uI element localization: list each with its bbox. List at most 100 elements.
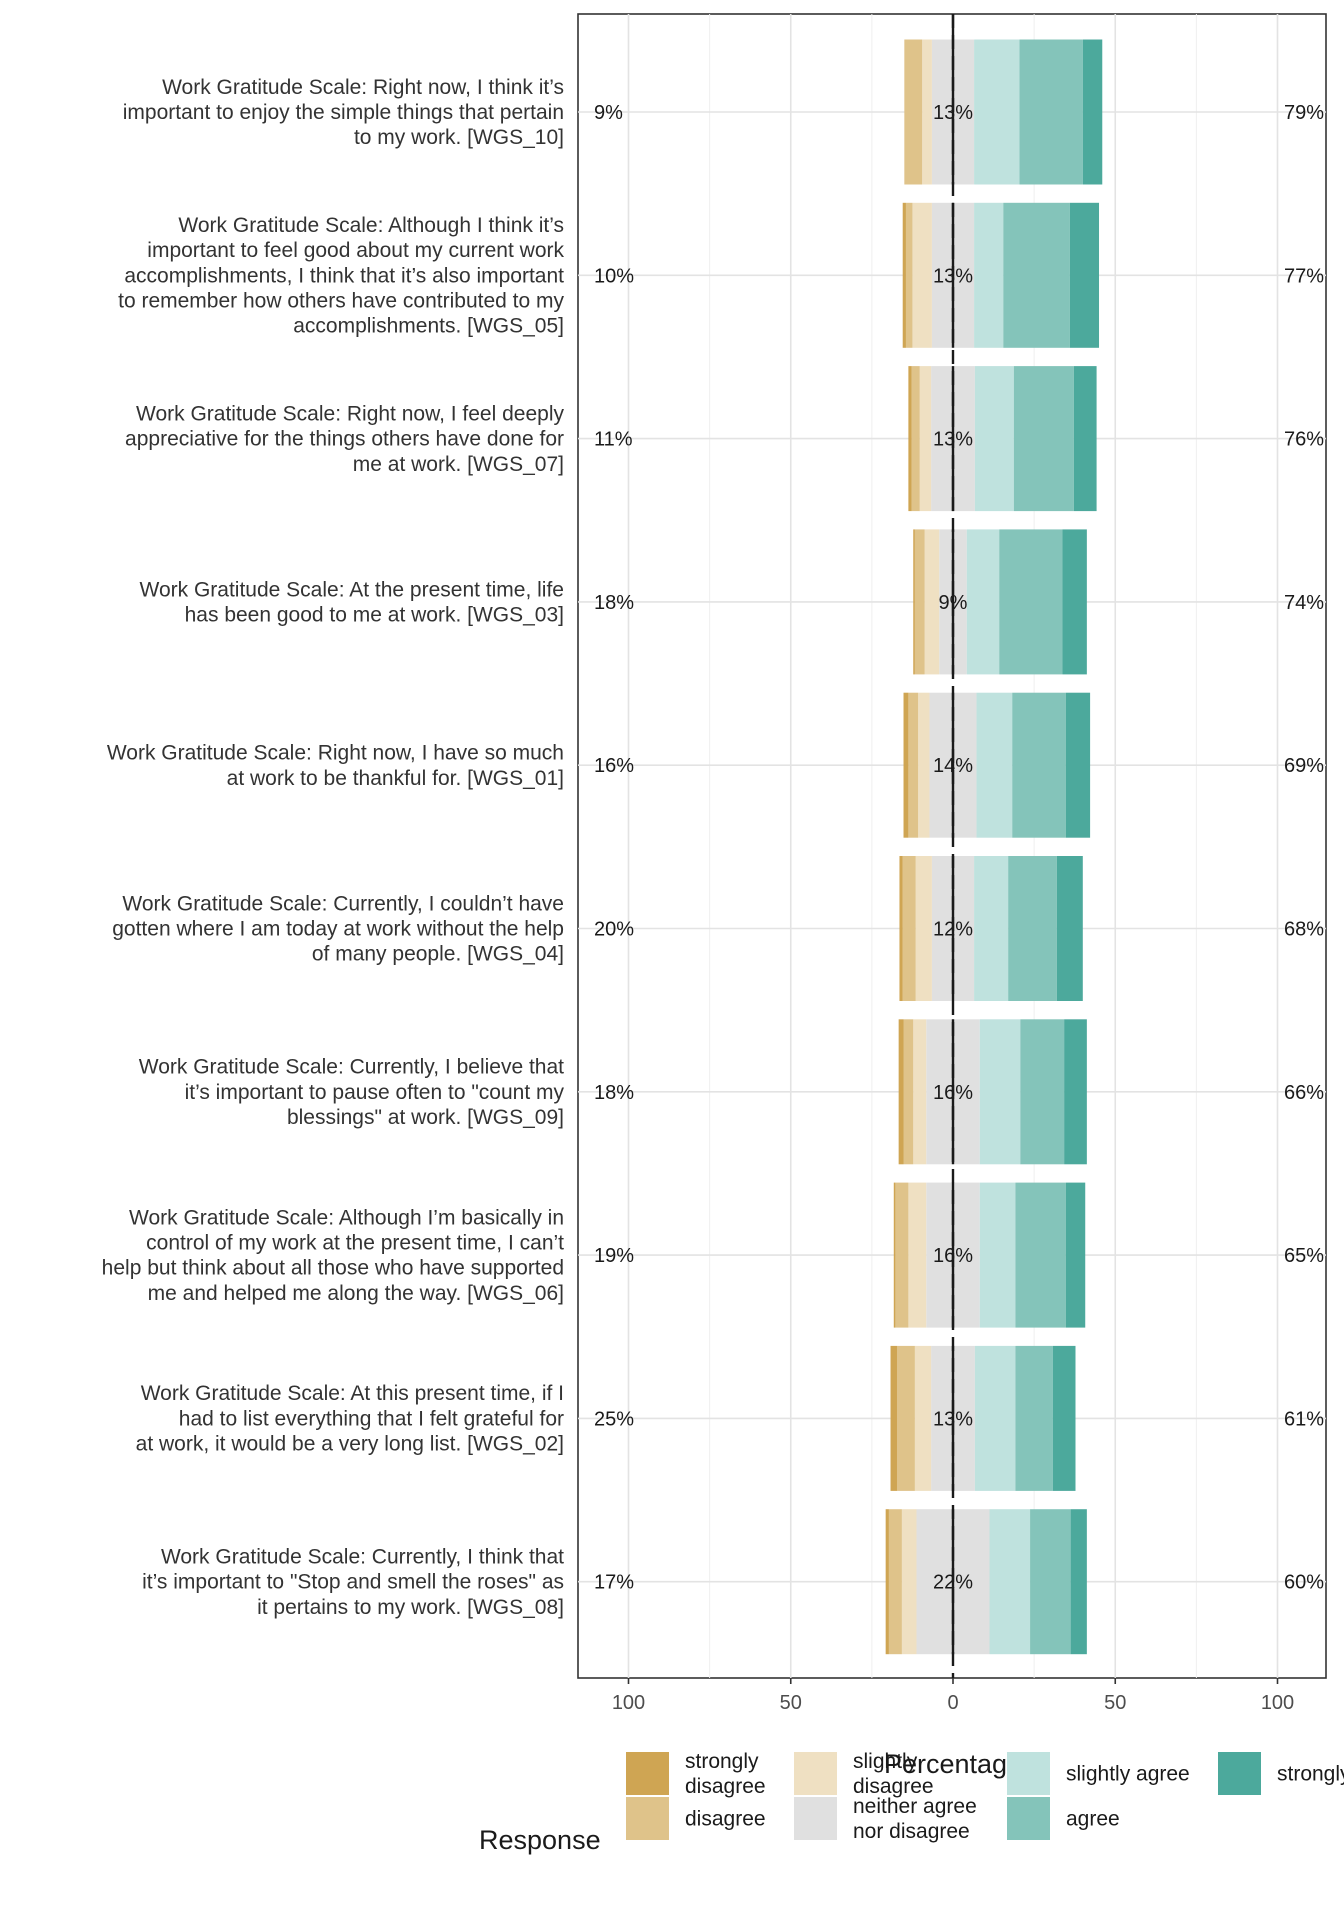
bar-segment-strongly-agree — [1065, 692, 1091, 838]
legend-label: strongly agree — [1277, 1763, 1344, 1786]
bar-segment-strongly-disagree — [908, 366, 912, 512]
bar-segment-slightly-agree — [966, 529, 1000, 675]
bar-segment-slightly-agree — [974, 39, 1020, 185]
legend-label: slightly agree — [1066, 1763, 1190, 1786]
item-labels: Work Gratitude Scale: Right now, I think… — [102, 76, 565, 1619]
bar-segment-strongly-agree — [1082, 39, 1103, 185]
legend-label: slightly disagree — [853, 1750, 934, 1798]
right-percent-label: 60% — [1284, 1572, 1324, 1594]
bar-segment-slightly-disagree — [914, 1345, 932, 1491]
bar-segment-agree — [1013, 366, 1074, 512]
right-percent-label: 69% — [1284, 755, 1324, 777]
bar-segment-slightly-disagree — [915, 856, 932, 1001]
left-percent-label: 25% — [594, 1408, 634, 1430]
x-axis-ticks: 100 50 0 50 100 — [612, 1678, 1294, 1714]
bar-segment-disagree — [911, 366, 920, 512]
bar-segment-strongly-agree — [1052, 1345, 1076, 1491]
legend-key-strongly-agree — [1218, 1752, 1261, 1795]
bar-segment-agree — [1019, 39, 1083, 185]
center-percent-label: 16% — [933, 1245, 973, 1267]
bar-segment-strongly-disagree — [899, 856, 903, 1001]
bar-segment-strongly-disagree — [893, 1182, 896, 1328]
bar-segment-disagree — [895, 1182, 909, 1328]
left-percent-label: 18% — [594, 1082, 634, 1104]
right-percent-label: 61% — [1284, 1408, 1324, 1430]
item-label: Work Gratitude Scale: Although I think i… — [118, 214, 564, 338]
bar-segment-strongly-agree — [1065, 1182, 1086, 1328]
bar-segment-slightly-agree — [976, 692, 1013, 838]
bar-segment-disagree — [905, 202, 913, 348]
legend-label: disagree — [685, 1808, 766, 1831]
bar-segment-slightly-disagree — [919, 366, 932, 512]
bar-segment-slightly-agree — [974, 202, 1004, 348]
center-percent-label: 16% — [933, 1082, 973, 1104]
left-percent-label: 19% — [594, 1245, 634, 1267]
center-percent-label: 13% — [933, 429, 973, 451]
bar-segment-slightly-agree — [979, 1019, 1021, 1165]
item-label: Work Gratitude Scale: Currently, I belie… — [139, 1056, 565, 1129]
x-tick-label: 100 — [612, 1692, 645, 1714]
bar-segment-strongly-agree — [1056, 856, 1083, 1001]
bar-segment-disagree — [904, 39, 923, 185]
legend-label: strongly disagree — [685, 1750, 766, 1798]
bar-segment-strongly-disagree — [898, 1019, 904, 1165]
bar-segment-agree — [1015, 1182, 1066, 1328]
legend-key-strongly-disagree — [626, 1752, 669, 1795]
right-percent-label: 77% — [1284, 265, 1324, 287]
x-tick-label: 100 — [1261, 1692, 1294, 1714]
item-label: Work Gratitude Scale: Right now, I have … — [107, 742, 564, 790]
item-label: Work Gratitude Scale: Currently, I could… — [112, 892, 564, 965]
left-percent-label: 16% — [594, 755, 634, 777]
item-label: Work Gratitude Scale: At this present ti… — [136, 1382, 564, 1455]
bar-segment-disagree — [902, 856, 916, 1001]
center-percent-label: 13% — [933, 102, 973, 124]
x-tick-label: 0 — [947, 1692, 958, 1714]
bar-segment-slightly-disagree — [924, 529, 940, 675]
bar-segment-slightly-disagree — [913, 1019, 927, 1165]
legend: Response strongly disagree disagree slightl… — [479, 1750, 1344, 1855]
legend-key-disagree — [626, 1797, 669, 1840]
bar-segment-slightly-agree — [989, 1509, 1031, 1655]
item-label: Work Gratitude Scale: Right now, I think… — [123, 76, 564, 149]
bar-segment-slightly-disagree — [908, 1182, 927, 1328]
item-label: Work Gratitude Scale: At the present tim… — [140, 578, 564, 626]
bar-segment-slightly-disagree — [918, 692, 930, 838]
bar-segment-agree — [1030, 1509, 1071, 1655]
bars — [885, 39, 1103, 1655]
center-percent-label: 13% — [933, 1408, 973, 1430]
item-label: Work Gratitude Scale: Although I’m basic… — [102, 1206, 564, 1305]
legend-key-agree — [1007, 1797, 1050, 1840]
center-percent-label: 14% — [933, 755, 973, 777]
bar-segment-slightly-agree — [979, 1182, 1016, 1328]
x-tick-label: 50 — [780, 1692, 802, 1714]
right-percent-label: 79% — [1284, 102, 1324, 124]
bar-segment-strongly-disagree — [913, 529, 915, 675]
bar-segment-disagree — [888, 1509, 902, 1655]
right-percent-label: 76% — [1284, 429, 1324, 451]
center-percent-label: 12% — [933, 919, 973, 941]
left-percent-label: 10% — [594, 265, 634, 287]
bar-segment-slightly-disagree — [922, 39, 932, 185]
right-percent-label: 65% — [1284, 1245, 1324, 1267]
legend-key-neither-agree-nor-disagree — [794, 1797, 837, 1840]
legend-label: neither agree nor disagree — [853, 1795, 977, 1843]
item-label: Work Gratitude Scale: Right now, I feel … — [125, 402, 564, 475]
bar-segment-strongly-agree — [1073, 366, 1097, 512]
bar-segment-strongly-agree — [1062, 529, 1087, 675]
bar-segment-slightly-disagree — [901, 1509, 917, 1655]
bar-segment-agree — [999, 529, 1063, 675]
bar-segment-agree — [1008, 856, 1057, 1001]
bar-segment-slightly-disagree — [912, 202, 932, 348]
bar-segment-slightly-agree — [974, 1345, 1016, 1491]
legend-key-slightly-disagree — [794, 1752, 837, 1795]
bar-segment-strongly-agree — [1064, 1019, 1087, 1165]
item-label: Work Gratitude Scale: Currently, I think… — [142, 1546, 564, 1619]
bar-segment-agree — [1015, 1345, 1053, 1491]
left-percent-label: 20% — [594, 919, 634, 941]
bar-segment-strongly-disagree — [902, 202, 906, 348]
bar-segment-agree — [1020, 1019, 1065, 1165]
legend-title: Response — [479, 1825, 601, 1855]
right-percent-label: 66% — [1284, 1082, 1324, 1104]
left-percent-label: 9% — [594, 102, 623, 124]
bar-segment-strongly-disagree — [885, 1509, 889, 1655]
